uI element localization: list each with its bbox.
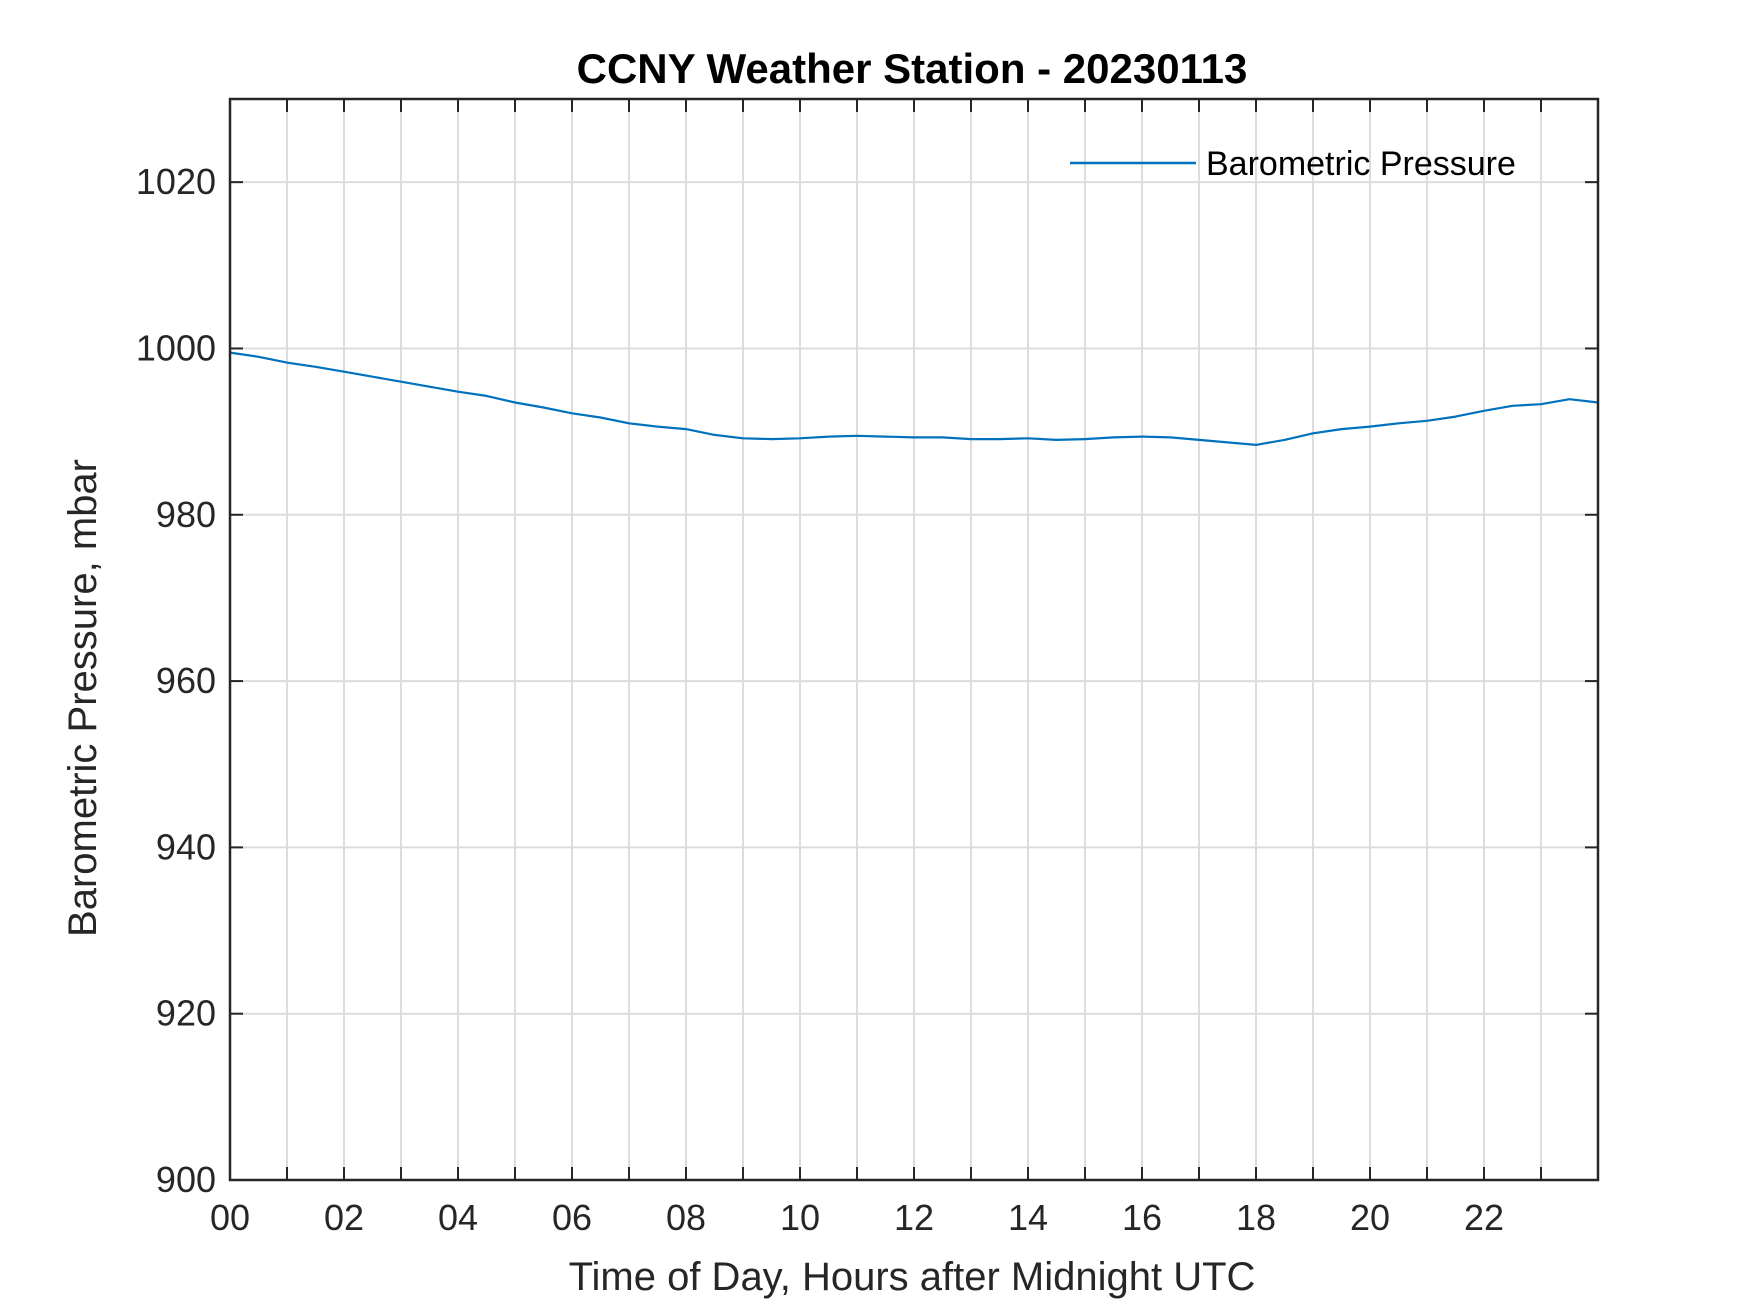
- x-axis-ticks: 00 02 04 06 08 10 12 14 16 18 20 22: [210, 99, 1542, 1238]
- x-tick-label: 04: [438, 1197, 478, 1238]
- x-tick-label: 06: [552, 1197, 592, 1238]
- y-tick-label: 900: [156, 1159, 216, 1200]
- y-tick-label: 920: [156, 993, 216, 1034]
- legend-label: Barometric Pressure: [1206, 145, 1516, 183]
- x-tick-label: 22: [1464, 1197, 1504, 1238]
- x-tick-label: 10: [780, 1197, 820, 1238]
- x-tick-label: 00: [210, 1197, 250, 1238]
- x-axis-label: Time of Day, Hours after Midnight UTC: [569, 1255, 1256, 1299]
- y-tick-label: 980: [156, 494, 216, 535]
- y-tick-label: 940: [156, 826, 216, 867]
- grid-lines: [229, 99, 1598, 1181]
- x-tick-label: 08: [666, 1197, 706, 1238]
- series-layer: [229, 351, 1599, 446]
- x-tick-label: 16: [1122, 1197, 1162, 1238]
- y-tick-label: 1020: [136, 161, 216, 202]
- x-tick-label: 12: [894, 1197, 934, 1238]
- x-tick-label: 20: [1350, 1197, 1390, 1238]
- y-tick-label: 1000: [136, 327, 216, 368]
- x-tick-label: 02: [324, 1197, 364, 1238]
- y-axis-label: Barometric Pressure, mbar: [61, 459, 105, 937]
- y-tick-label: 960: [156, 660, 216, 701]
- x-tick-label: 14: [1008, 1197, 1048, 1238]
- legend: Barometric Pressure: [1070, 145, 1516, 183]
- y-axis-ticks: 900 920 940 960 980 1000 1020: [136, 161, 1598, 1200]
- series-line: [229, 351, 1599, 446]
- chart-title: CCNY Weather Station - 20230113: [577, 45, 1248, 92]
- x-tick-label: 18: [1236, 1197, 1276, 1238]
